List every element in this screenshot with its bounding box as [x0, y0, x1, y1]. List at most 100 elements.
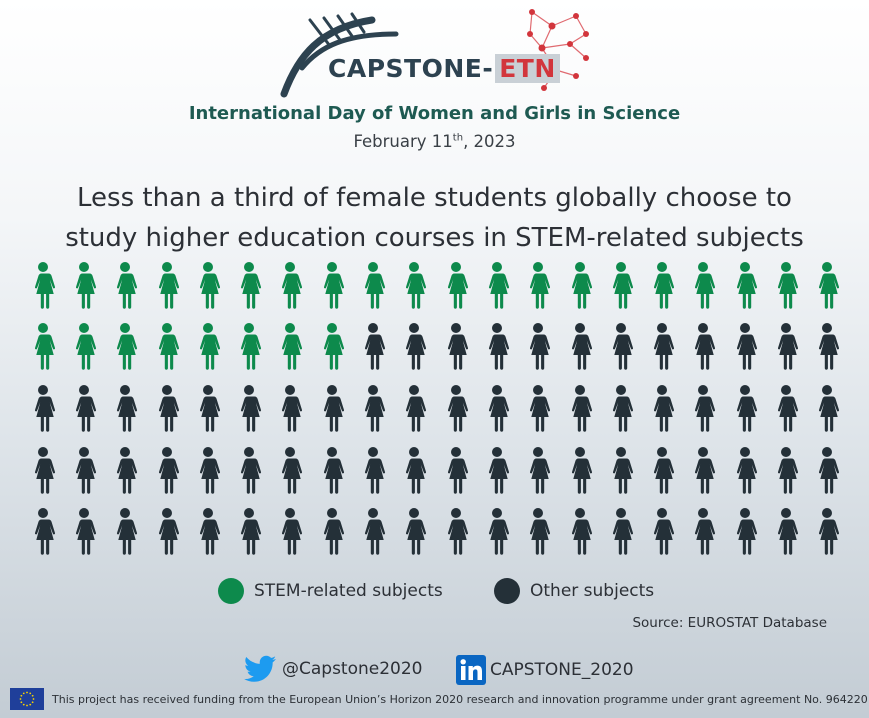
person-icon-other — [352, 504, 393, 566]
pictogram-grid — [22, 258, 848, 566]
capstone-etn-logo: CAPSTONE- ETN — [280, 6, 600, 98]
person-icon-other — [311, 504, 352, 566]
person-icon-stem — [600, 258, 641, 320]
funding-statement: This project has received funding from t… — [52, 692, 868, 706]
headline-line-2: study higher education courses in STEM-r… — [65, 223, 804, 253]
person-icon-other — [476, 381, 517, 443]
person-icon-other — [146, 504, 187, 566]
twitter-link[interactable]: @Capstone2020 — [244, 655, 423, 683]
person-icon-other — [559, 381, 600, 443]
person-icon-other — [228, 381, 269, 443]
person-icon-other — [270, 443, 311, 505]
person-icon-stem — [683, 258, 724, 320]
person-icon-other — [600, 320, 641, 382]
person-icon-other — [683, 504, 724, 566]
person-icon-stem — [146, 320, 187, 382]
person-icon-other — [600, 443, 641, 505]
person-icon-other — [352, 381, 393, 443]
person-icon-stem — [394, 258, 435, 320]
person-icon-other — [187, 381, 228, 443]
headline-line-1: Less than a third of female students glo… — [77, 183, 792, 213]
event-date-year: , 2023 — [463, 132, 516, 151]
person-icon-other — [683, 381, 724, 443]
linkedin-icon — [456, 655, 486, 685]
person-icon-stem — [559, 258, 600, 320]
person-icon-other — [105, 381, 146, 443]
person-icon-other — [641, 443, 682, 505]
person-icon-stem — [22, 320, 63, 382]
person-icon-other — [683, 443, 724, 505]
funding-footer: This project has received funding from t… — [10, 688, 868, 710]
person-icon-other — [765, 320, 806, 382]
person-icon-other — [724, 504, 765, 566]
person-icon-other — [228, 504, 269, 566]
person-icon-other — [435, 443, 476, 505]
person-icon-stem — [724, 258, 765, 320]
person-icon-other — [63, 381, 104, 443]
person-icon-other — [765, 381, 806, 443]
person-icon-other — [105, 443, 146, 505]
source-note: Source: EUROSTAT Database — [632, 615, 827, 631]
twitter-bird-icon — [244, 655, 276, 682]
person-icon-other — [641, 504, 682, 566]
person-icon-other — [559, 504, 600, 566]
person-icon-other — [476, 320, 517, 382]
person-icon-other — [63, 443, 104, 505]
event-date-day: February 11 — [353, 132, 453, 151]
person-icon-stem — [105, 320, 146, 382]
person-icon-other — [311, 381, 352, 443]
person-icon-other — [22, 381, 63, 443]
logo-name-etn: ETN — [495, 54, 560, 83]
person-icon-other — [518, 320, 559, 382]
person-icon-other — [146, 381, 187, 443]
person-icon-other — [724, 443, 765, 505]
person-icon-stem — [187, 320, 228, 382]
person-icon-other — [394, 381, 435, 443]
person-icon-other — [559, 443, 600, 505]
person-icon-other — [600, 381, 641, 443]
person-icon-other — [187, 504, 228, 566]
person-icon-stem — [435, 258, 476, 320]
linkedin-link[interactable]: CAPSTONE_2020 — [456, 655, 634, 685]
person-icon-other — [807, 504, 848, 566]
logo-wordmark: CAPSTONE- ETN — [328, 54, 560, 83]
headline: Less than a third of female students glo… — [0, 178, 869, 258]
logo-graphic-icon — [280, 9, 589, 98]
person-icon-other — [435, 320, 476, 382]
person-icon-stem — [352, 258, 393, 320]
person-icon-other — [352, 320, 393, 382]
logo-name-main: CAPSTONE- — [328, 54, 494, 83]
event-title: International Day of Women and Girls in … — [188, 103, 681, 124]
person-icon-other — [724, 381, 765, 443]
person-icon-stem — [228, 320, 269, 382]
person-icon-other — [476, 504, 517, 566]
person-icon-other — [765, 443, 806, 505]
person-icon-other — [600, 504, 641, 566]
legend: STEM-related subjects Other subjects — [0, 578, 869, 606]
person-icon-stem — [63, 320, 104, 382]
person-icon-stem — [270, 320, 311, 382]
person-icon-other — [270, 381, 311, 443]
person-icon-other — [105, 504, 146, 566]
person-icon-other — [724, 320, 765, 382]
person-icon-stem — [22, 258, 63, 320]
person-icon-other — [435, 504, 476, 566]
person-icon-other — [765, 504, 806, 566]
person-icon-other — [22, 504, 63, 566]
person-icon-other — [63, 504, 104, 566]
eu-flag-icon — [10, 688, 44, 710]
person-icon-other — [641, 381, 682, 443]
person-icon-other — [807, 443, 848, 505]
person-icon-stem — [518, 258, 559, 320]
person-icon-other — [518, 443, 559, 505]
legend-label-other: Other subjects — [530, 581, 655, 601]
person-icon-other — [518, 381, 559, 443]
legend-dot-stem — [218, 578, 244, 604]
person-icon-other — [435, 381, 476, 443]
person-icon-stem — [765, 258, 806, 320]
twitter-handle: @Capstone2020 — [282, 659, 423, 679]
person-icon-other — [807, 320, 848, 382]
person-icon-stem — [187, 258, 228, 320]
person-icon-other — [394, 443, 435, 505]
person-icon-other — [228, 443, 269, 505]
